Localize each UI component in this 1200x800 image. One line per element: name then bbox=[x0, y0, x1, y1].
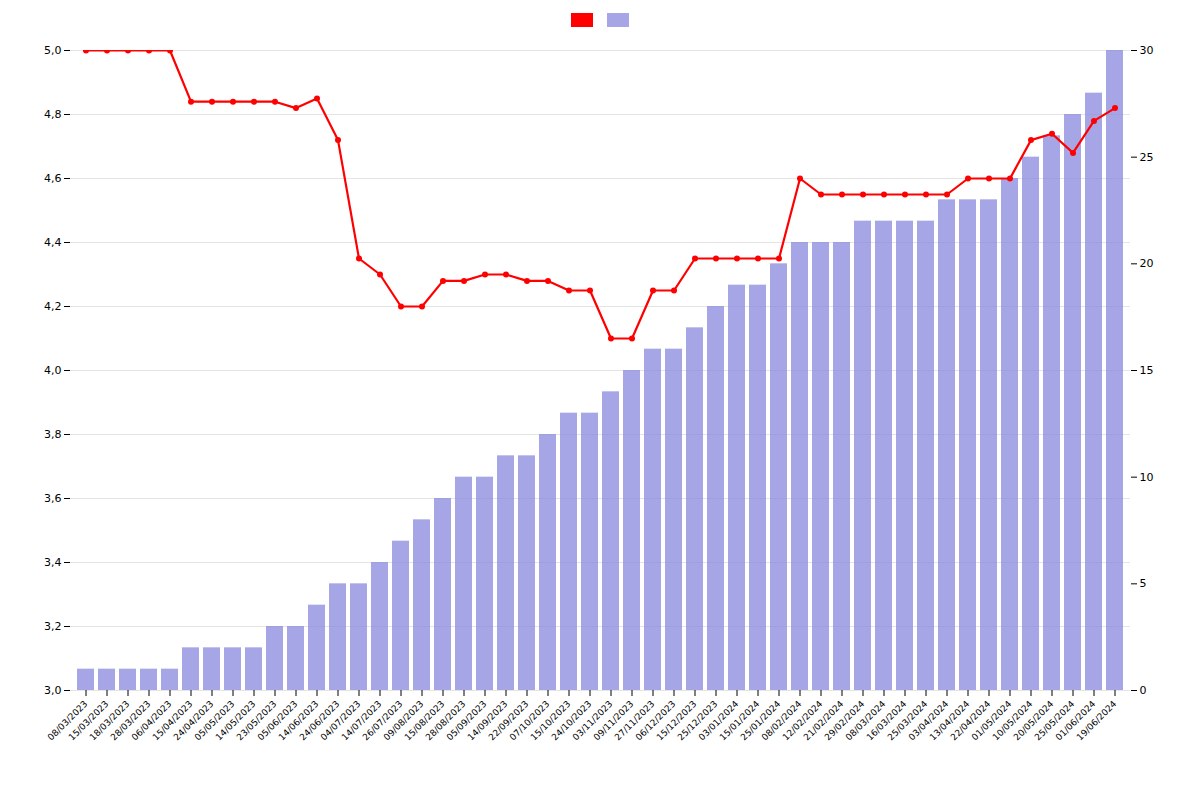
svg-text:08/02/2024: 08/02/2024 bbox=[759, 698, 804, 743]
svg-text:03/04/2024: 03/04/2024 bbox=[906, 698, 951, 743]
svg-text:15/10/2023: 15/10/2023 bbox=[528, 698, 573, 743]
svg-text:3,4: 3,4 bbox=[44, 556, 62, 569]
svg-text:18/03/2023: 18/03/2023 bbox=[87, 698, 132, 743]
svg-text:12/02/2024: 12/02/2024 bbox=[780, 698, 825, 743]
svg-text:29/02/2024: 29/02/2024 bbox=[822, 698, 867, 743]
svg-text:08/03/2024: 08/03/2024 bbox=[843, 698, 888, 743]
svg-text:16/03/2024: 16/03/2024 bbox=[864, 698, 909, 743]
svg-text:27/11/2023: 27/11/2023 bbox=[612, 698, 657, 743]
svg-text:14/06/2023: 14/06/2023 bbox=[276, 698, 321, 743]
svg-text:20: 20 bbox=[1140, 257, 1154, 270]
svg-text:15/01/2024: 15/01/2024 bbox=[717, 698, 762, 743]
svg-text:01/06/2024: 01/06/2024 bbox=[1053, 698, 1098, 743]
svg-text:24/10/2023: 24/10/2023 bbox=[549, 698, 594, 743]
svg-text:4,4: 4,4 bbox=[44, 236, 62, 249]
svg-text:4,8: 4,8 bbox=[44, 108, 62, 121]
svg-text:09/11/2023: 09/11/2023 bbox=[591, 698, 636, 743]
svg-text:04/07/2023: 04/07/2023 bbox=[318, 698, 363, 743]
svg-text:13/04/2024: 13/04/2024 bbox=[927, 698, 972, 743]
svg-text:25/12/2023: 25/12/2023 bbox=[675, 698, 720, 743]
svg-text:3,8: 3,8 bbox=[44, 428, 62, 441]
svg-text:15/03/2023: 15/03/2023 bbox=[66, 698, 111, 743]
svg-text:05/09/2023: 05/09/2023 bbox=[444, 698, 489, 743]
svg-text:5: 5 bbox=[1140, 577, 1147, 590]
svg-text:06/12/2023: 06/12/2023 bbox=[633, 698, 678, 743]
svg-text:25/01/2024: 25/01/2024 bbox=[738, 698, 783, 743]
svg-text:15: 15 bbox=[1140, 364, 1154, 377]
svg-text:15/08/2023: 15/08/2023 bbox=[402, 698, 447, 743]
svg-text:03/11/2023: 03/11/2023 bbox=[570, 698, 615, 743]
svg-text:15/04/2023: 15/04/2023 bbox=[150, 698, 195, 743]
svg-text:14/05/2023: 14/05/2023 bbox=[213, 698, 258, 743]
svg-text:22/09/2023: 22/09/2023 bbox=[486, 698, 531, 743]
svg-text:3,2: 3,2 bbox=[44, 620, 62, 633]
svg-text:24/06/2023: 24/06/2023 bbox=[297, 698, 342, 743]
svg-text:23/05/2023: 23/05/2023 bbox=[234, 698, 279, 743]
svg-text:25/03/2024: 25/03/2024 bbox=[885, 698, 930, 743]
svg-text:4,6: 4,6 bbox=[44, 172, 62, 185]
svg-text:0: 0 bbox=[1140, 684, 1147, 697]
svg-text:06/04/2023: 06/04/2023 bbox=[129, 698, 174, 743]
svg-text:4,0: 4,0 bbox=[44, 364, 62, 377]
svg-text:19/06/2024: 19/06/2024 bbox=[1075, 699, 1119, 743]
svg-text:4,2: 4,2 bbox=[44, 300, 62, 313]
svg-text:25/05/2024: 25/05/2024 bbox=[1032, 698, 1077, 743]
svg-text:14/09/2023: 14/09/2023 bbox=[465, 698, 510, 743]
svg-text:05/05/2023: 05/05/2023 bbox=[192, 698, 237, 743]
svg-text:08/03/2023: 08/03/2023 bbox=[45, 698, 90, 743]
svg-text:07/10/2023: 07/10/2023 bbox=[507, 698, 552, 743]
svg-text:28/03/2023: 28/03/2023 bbox=[108, 698, 153, 743]
svg-text:3,6: 3,6 bbox=[44, 492, 62, 505]
svg-text:20/05/2024: 20/05/2024 bbox=[1011, 698, 1056, 743]
svg-text:09/08/2023: 09/08/2023 bbox=[381, 698, 426, 743]
svg-text:30: 30 bbox=[1140, 44, 1154, 57]
svg-text:21/02/2024: 21/02/2024 bbox=[801, 698, 846, 743]
svg-text:25: 25 bbox=[1140, 151, 1154, 164]
svg-text:10: 10 bbox=[1140, 471, 1154, 484]
svg-text:3,0: 3,0 bbox=[44, 684, 62, 697]
svg-text:28/08/2023: 28/08/2023 bbox=[423, 698, 468, 743]
svg-text:05/06/2023: 05/06/2023 bbox=[255, 698, 300, 743]
svg-text:15/12/2023: 15/12/2023 bbox=[654, 698, 699, 743]
svg-text:03/01/2024: 03/01/2024 bbox=[696, 698, 741, 743]
svg-text:01/05/2024: 01/05/2024 bbox=[969, 698, 1014, 743]
svg-text:24/04/2023: 24/04/2023 bbox=[171, 698, 216, 743]
svg-text:10/05/2024: 10/05/2024 bbox=[990, 698, 1035, 743]
svg-text:22/04/2024: 22/04/2024 bbox=[948, 698, 993, 743]
svg-text:5,0: 5,0 bbox=[44, 44, 62, 57]
svg-text:26/07/2023: 26/07/2023 bbox=[360, 698, 405, 743]
svg-text:14/07/2023: 14/07/2023 bbox=[339, 698, 384, 743]
